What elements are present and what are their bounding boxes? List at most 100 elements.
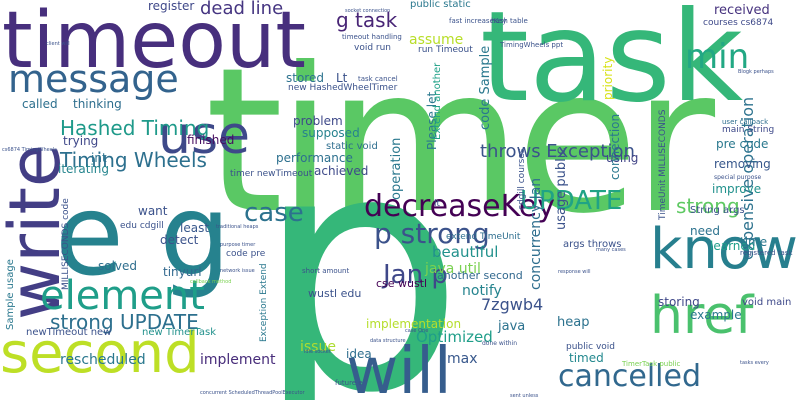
cloud-word: supposed bbox=[302, 126, 360, 140]
cloud-word: callback method bbox=[190, 279, 232, 285]
cloud-word: TimerTask public bbox=[622, 360, 681, 368]
cloud-word: done within bbox=[482, 340, 518, 347]
cloud-word: time bbox=[740, 235, 768, 249]
cloud-word: fast increaseKey bbox=[449, 17, 507, 25]
cloud-word: notify bbox=[462, 283, 502, 299]
cloud-word: case One bbox=[405, 328, 429, 334]
cloud-word: java util bbox=[425, 261, 481, 277]
cloud-word: MILLISECONDS code bbox=[61, 198, 71, 290]
cloud-word: tasks every bbox=[740, 360, 769, 366]
cloud-word: task cancel bbox=[358, 75, 398, 83]
cloud-word: wustl edu bbox=[308, 287, 362, 300]
cloud-word: Hashed Timing bbox=[60, 116, 210, 140]
cloud-word: iterating bbox=[58, 162, 109, 176]
cloud-word: void run bbox=[354, 43, 392, 53]
cloud-word: extend TimeUnit bbox=[446, 232, 521, 242]
cloud-word: UPDATE bbox=[520, 186, 623, 216]
cloud-word: int bbox=[91, 151, 107, 165]
cloud-word: pre code bbox=[716, 137, 769, 151]
cloud-word: registered task bbox=[740, 249, 793, 257]
cloud-word: new HashedWheelTimer bbox=[288, 83, 398, 93]
cloud-word: problem bbox=[293, 114, 343, 128]
cloud-word: e g bbox=[55, 171, 231, 301]
cloud-word: connection bbox=[608, 113, 622, 180]
cloud-word: cancelled bbox=[558, 359, 702, 394]
cloud-word: idle socket bbox=[304, 349, 331, 355]
cloud-word: beautiful bbox=[432, 243, 499, 261]
cloud-word: will bbox=[346, 335, 452, 400]
cloud-word: tinyurl bbox=[163, 265, 202, 279]
cloud-word: another second bbox=[437, 269, 523, 282]
cloud-word: dead line bbox=[200, 0, 284, 19]
cloud-word: args throws bbox=[563, 239, 622, 250]
cloud-word: assume bbox=[409, 32, 464, 48]
cloud-word: timeout bbox=[2, 0, 306, 86]
cloud-word: special purpose bbox=[714, 174, 762, 181]
cloud-word: example bbox=[690, 308, 742, 322]
cloud-word: storing bbox=[658, 295, 700, 309]
cloud-word: newTimeout new bbox=[26, 327, 112, 338]
cloud-word: concurrent ScheduledThreadPoolExecutor bbox=[200, 390, 305, 396]
cloud-word: timer newTimeout bbox=[230, 169, 313, 179]
cloud-word: performance bbox=[276, 151, 353, 165]
cloud-word: Extend another bbox=[432, 62, 443, 140]
cloud-word: learned bbox=[710, 239, 756, 253]
cloud-word: using bbox=[606, 151, 639, 165]
cloud-word: finished bbox=[187, 133, 235, 147]
cloud-word: edu cdgill bbox=[120, 221, 164, 231]
cloud-word: href bbox=[650, 286, 754, 346]
cloud-word: detect bbox=[160, 233, 199, 247]
cloud-word: void main bbox=[742, 297, 792, 308]
cloud-word: know bbox=[650, 217, 798, 282]
cloud-word: strong bbox=[676, 194, 740, 218]
cloud-word: min bbox=[685, 37, 750, 77]
cloud-word: traditional heaps bbox=[216, 224, 259, 230]
cloud-word: idea bbox=[346, 347, 372, 361]
cloud-word: achieved bbox=[314, 164, 369, 178]
cloud-word: sent unless bbox=[510, 393, 539, 399]
cloud-word: user callback bbox=[722, 118, 769, 126]
cloud-word: use bbox=[158, 106, 251, 166]
cloud-word: concurrency Jan bbox=[528, 177, 544, 290]
cloud-word: cse wustl bbox=[376, 277, 428, 290]
cloud-word: rescheduled bbox=[60, 352, 146, 368]
cloud-word: public static bbox=[410, 0, 471, 10]
cloud-word: purpose timer bbox=[220, 242, 256, 248]
cloud-word: lt bbox=[434, 199, 441, 209]
cloud-word: Blogk perhaps bbox=[738, 69, 774, 75]
cloud-word: improve bbox=[712, 182, 762, 196]
cloud-word: operation bbox=[389, 137, 404, 200]
cloud-word: many cases bbox=[596, 247, 626, 253]
cloud-word: implement bbox=[200, 352, 276, 368]
cloud-word: code Sample bbox=[478, 45, 493, 130]
cloud-word: client will bbox=[46, 41, 70, 47]
cloud-word: element bbox=[40, 273, 205, 319]
cloud-word: stored bbox=[286, 71, 324, 85]
cloud-word: TimeUnit MILLISECONDS bbox=[658, 109, 668, 220]
cloud-word: Exception Extend bbox=[259, 263, 269, 342]
cloud-word: thinking bbox=[73, 97, 122, 111]
cloud-word: called bbox=[22, 97, 58, 111]
cloud-word: timer bbox=[205, 25, 715, 258]
cloud-word: TimingWheels ppt bbox=[500, 41, 564, 49]
cloud-word: solved bbox=[98, 259, 138, 273]
cloud-word: future e bbox=[335, 379, 363, 387]
cloud-word: priority bbox=[601, 56, 615, 100]
cloud-word: trying bbox=[63, 134, 99, 148]
cloud-word: heap bbox=[557, 315, 590, 330]
cloud-word: Optimized bbox=[416, 328, 493, 346]
cloud-word: run Timeout bbox=[418, 45, 473, 55]
cloud-word: want bbox=[138, 204, 168, 218]
cloud-word: Sample usage bbox=[5, 259, 16, 330]
cloud-word: timeout handling bbox=[342, 33, 402, 41]
cloud-word: task bbox=[480, 0, 744, 130]
cloud-word: decreaseKey bbox=[364, 189, 555, 224]
cloud-word: courses cs6874 bbox=[703, 18, 774, 28]
cloud-word: issue bbox=[300, 339, 336, 355]
cloud-word: p bbox=[255, 81, 465, 400]
cloud-word: public void bbox=[566, 342, 615, 352]
cloud-word: data structure bbox=[370, 338, 406, 344]
cloud-word: strong UPDATE bbox=[50, 310, 199, 334]
cloud-word: cs6874 TimingWheels bbox=[2, 147, 57, 153]
